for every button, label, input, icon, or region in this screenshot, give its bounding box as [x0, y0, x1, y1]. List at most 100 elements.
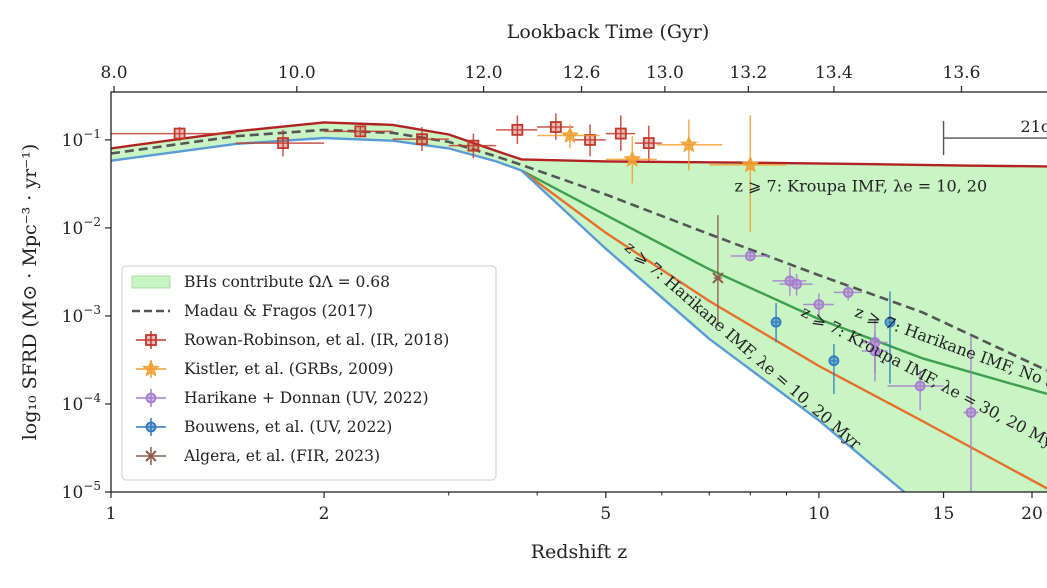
- legend-entry-5: Bouwens, et al. (UV, 2022): [136, 418, 392, 436]
- top-axis-title: Lookback Time (Gyr): [507, 21, 710, 43]
- data-point-3-2: [884, 291, 896, 384]
- data-point-3-1: [828, 344, 840, 394]
- legend-entry-1: Madau & Fragos (2017): [132, 302, 373, 320]
- model-lines-layer: [111, 121, 1047, 492]
- marker: [614, 127, 627, 140]
- y-tick-base: 10: [62, 483, 84, 503]
- y-tick-base: 10: [62, 131, 84, 151]
- data-point-2-2: [779, 273, 813, 296]
- legend-entry-0: BHs contribute ΩΛ = 0.68: [131, 273, 390, 291]
- data-point-0-3: [392, 127, 449, 151]
- legend-label: Bouwens, et al. (UV, 2022): [184, 418, 392, 436]
- marker: [869, 345, 881, 357]
- data-point-2-4: [833, 284, 862, 301]
- series-line-3: [520, 169, 1047, 490]
- legend-label: Madau & Fragos (2017): [184, 302, 373, 320]
- y-tick-label-1: 10−4: [62, 391, 102, 415]
- data-point-4-0: [712, 215, 724, 325]
- y-tick-base: 10: [62, 395, 84, 415]
- legend-entry-4: Harikane + Donnan (UV, 2022): [136, 389, 429, 407]
- y-tick-exponent: −5: [83, 479, 101, 493]
- data-points-layer: [111, 113, 979, 492]
- marker: [884, 316, 896, 328]
- marker: [642, 137, 655, 149]
- data-point-0-8: [605, 115, 636, 151]
- marker: [173, 127, 186, 140]
- y-tick-exponent: −2: [83, 215, 101, 229]
- legend-marker: [145, 334, 157, 346]
- top-tick-label-7: 13.6: [943, 63, 981, 83]
- legend-label: Harikane + Donnan (UV, 2022): [184, 389, 429, 407]
- data-point-0-0: [111, 127, 236, 142]
- marker: [712, 272, 724, 284]
- y-tick-label-3: 10−2: [62, 215, 101, 239]
- y-axis-title: log₁₀ SFRD (M⊙ · Mpc⁻³ · yr⁻¹): [19, 144, 41, 441]
- marker: [354, 125, 367, 138]
- y-tick-label-0: 10−5: [62, 479, 101, 503]
- marker: [584, 133, 596, 146]
- marker: [511, 123, 524, 136]
- marker: [561, 126, 579, 144]
- data-point-0-4: [448, 133, 497, 159]
- data-point-0-9: [635, 125, 662, 161]
- data-point-3-0: [770, 303, 782, 343]
- legend-label: Algera, et al. (FIR, 2023): [183, 447, 380, 465]
- legend: BHs contribute ΩΛ = 0.68 Madau & Fragos (…: [121, 265, 497, 481]
- series-line-1: [111, 121, 1047, 168]
- marker: [416, 133, 428, 146]
- x-axis-title: Redshift z: [531, 541, 628, 563]
- y-tick-label-2: 10−3: [62, 303, 101, 327]
- shaded-region-layer: [111, 122, 1047, 492]
- data-point-2-3: [803, 293, 834, 316]
- x-tick-label-0: 1: [106, 504, 117, 524]
- y-tick-base: 10: [62, 307, 84, 327]
- data-point-0-5: [496, 115, 538, 144]
- x-tick-label-4: 15: [933, 504, 955, 524]
- shaded-region: [111, 122, 1047, 492]
- marker: [965, 407, 977, 418]
- legend-marker: [145, 392, 157, 404]
- y-tick-exponent: −1: [83, 127, 101, 141]
- y-tick-base: 10: [62, 219, 84, 239]
- data-point-1-3: [709, 115, 787, 232]
- marker: [744, 250, 756, 262]
- y-tick-exponent: −3: [83, 303, 101, 317]
- marker: [914, 380, 926, 392]
- x-tick-label-2: 5: [600, 504, 611, 524]
- x-tick-label-3: 10: [808, 504, 830, 524]
- top-tick-label-6: 13.4: [815, 63, 853, 83]
- top-tick-label-2: 12.0: [465, 63, 503, 83]
- marker: [741, 155, 760, 173]
- top-tick-label-1: 10.0: [278, 63, 316, 83]
- legend-label: Rowan-Robinson, et al. (IR, 2018): [184, 331, 449, 349]
- top-tick-label-4: 13.0: [646, 63, 684, 83]
- x-tick-label-5: 20: [1021, 504, 1043, 524]
- legend-marker: [142, 359, 160, 377]
- top-tick-label-3: 12.6: [563, 63, 601, 83]
- legend-swatch: [131, 275, 171, 289]
- marker: [549, 121, 562, 133]
- x-tick-label-1: 2: [319, 504, 330, 524]
- marker: [791, 278, 802, 290]
- data-point-0-7: [573, 124, 606, 157]
- series-line-0: [111, 128, 1047, 372]
- marker: [770, 316, 782, 328]
- data-point-2-6: [861, 332, 888, 374]
- data-point-1-2: [656, 119, 723, 171]
- data-point-0-2: [324, 125, 393, 138]
- legend-marker: [145, 421, 157, 433]
- marker: [842, 287, 854, 298]
- data-point-2-0: [730, 250, 769, 262]
- legend-box: [121, 265, 497, 481]
- marker: [679, 135, 698, 153]
- data-point-2-8: [963, 335, 979, 492]
- data-point-1-1: [605, 136, 657, 184]
- top-tick-label-0: 8.0: [101, 63, 128, 83]
- legend-entry-2: Rowan-Robinson, et al. (IR, 2018): [136, 331, 449, 349]
- top-tick-label-5: 13.2: [729, 63, 767, 83]
- data-point-0-1: [235, 129, 325, 157]
- data-point-1-0: [537, 124, 600, 149]
- marker: [813, 299, 825, 310]
